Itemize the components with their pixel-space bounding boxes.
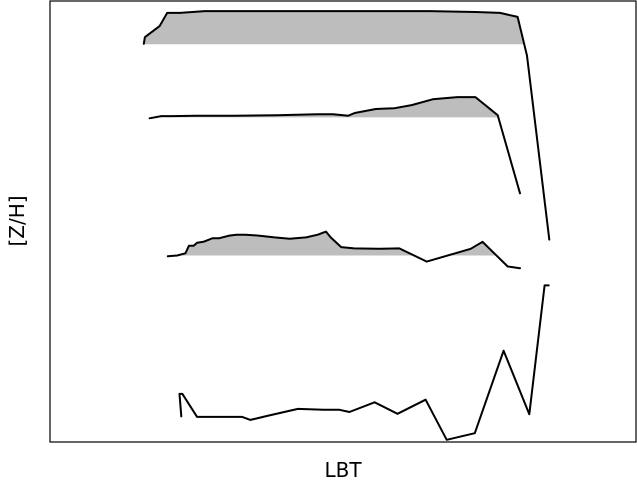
series-2-line — [148, 96, 521, 195]
series-1-fill-area — [143, 11, 525, 45]
series-1-line — [142, 10, 528, 57]
y-axis-label: [Z/H] — [5, 195, 29, 246]
series-4-line — [178, 284, 550, 441]
series-2-fill-area — [154, 97, 499, 118]
series-3-line — [166, 230, 521, 270]
connector-line-1 — [526, 54, 551, 241]
plot-frame — [49, 0, 637, 443]
series-lines — [142, 10, 551, 441]
x-axis-label: LBT — [324, 458, 362, 480]
series-fills — [143, 11, 525, 256]
series-3-fill-area — [177, 231, 414, 256]
